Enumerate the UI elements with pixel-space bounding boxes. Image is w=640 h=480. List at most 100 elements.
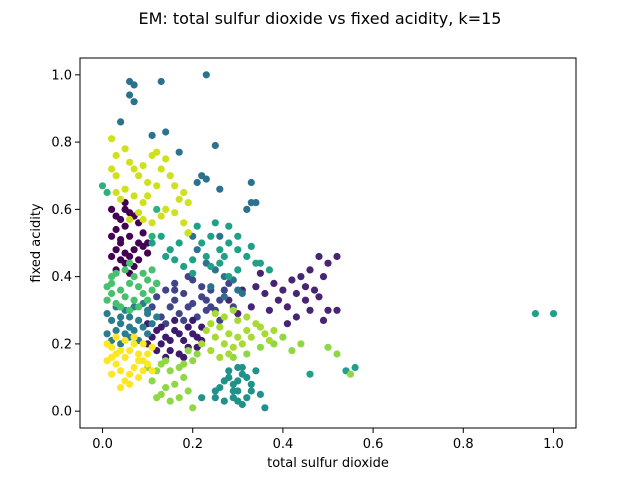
scatter-point — [135, 172, 143, 180]
scatter-point — [184, 229, 192, 237]
scatter-point — [103, 330, 111, 338]
scatter-point — [162, 384, 170, 392]
scatter-point — [139, 162, 147, 170]
scatter-point — [108, 343, 116, 351]
scatter-point — [207, 320, 215, 328]
scatter-point — [184, 387, 192, 395]
scatter-point — [189, 404, 197, 412]
scatter-point — [247, 387, 255, 395]
scatter-point — [243, 350, 251, 358]
scatter-point — [171, 209, 179, 217]
scatter-point — [211, 333, 219, 341]
scatter-point — [144, 192, 152, 200]
scatter-point — [139, 199, 147, 207]
scatter-point — [126, 323, 134, 331]
scatter-point — [117, 195, 125, 203]
scatter-point — [112, 333, 120, 341]
scatter-point — [247, 303, 255, 311]
scatter-point — [225, 373, 233, 382]
scatter-point — [135, 316, 143, 324]
scatter-point — [243, 252, 251, 261]
scatter-point — [351, 363, 359, 372]
scatter-point — [126, 347, 134, 355]
scatter-point — [144, 360, 152, 368]
scatter-point — [175, 195, 183, 203]
y-tick-label: 1.0 — [51, 68, 72, 83]
scatter-point — [139, 289, 147, 298]
scatter-point — [279, 286, 287, 294]
scatter-point — [130, 296, 138, 304]
x-tick-label: 0.4 — [273, 437, 294, 452]
scatter-point — [130, 165, 138, 173]
scatter-point — [292, 313, 300, 321]
scatter-point — [148, 266, 156, 274]
scatter-point — [108, 370, 116, 378]
scatter-point — [234, 246, 242, 254]
scatter-point — [238, 340, 246, 348]
scatter-point — [135, 209, 143, 217]
scatter-point — [103, 310, 111, 318]
scatter-point — [243, 313, 251, 321]
scatter-point — [126, 279, 134, 287]
scatter-point — [234, 333, 242, 341]
scatter-point — [175, 330, 183, 338]
scatter-point — [256, 343, 264, 351]
scatter-point — [279, 333, 287, 341]
scatter-point — [166, 172, 174, 180]
scatter-point — [162, 286, 170, 294]
scatter-point — [333, 350, 341, 358]
scatter-point — [166, 397, 174, 405]
scatter-point — [157, 340, 165, 348]
scatter-point — [171, 286, 179, 294]
scatter-point — [243, 205, 251, 213]
scatter-point — [193, 178, 201, 187]
scatter-point — [153, 205, 161, 213]
scatter-point — [216, 232, 224, 240]
scatter-point — [220, 313, 228, 321]
scatter-point — [153, 148, 161, 156]
scatter-point — [121, 293, 129, 301]
scatter-point — [310, 286, 319, 294]
scatter-point — [175, 239, 183, 247]
scatter-point — [247, 178, 255, 187]
scatter-point — [144, 276, 152, 284]
x-tick-label: 0.2 — [182, 437, 203, 452]
scatter-point — [252, 283, 260, 291]
scatter-point — [202, 71, 210, 79]
scatter-point — [117, 239, 125, 247]
scatter-point — [126, 313, 134, 321]
scatter-point — [297, 340, 305, 348]
scatter-point — [112, 269, 120, 277]
scatter-point — [283, 303, 291, 311]
scatter-point — [292, 289, 300, 298]
scatter-point — [135, 357, 143, 365]
scatter-point — [157, 212, 165, 220]
scatter-point — [117, 118, 125, 126]
scatter-point — [234, 232, 242, 240]
scatter-point — [261, 289, 269, 298]
scatter-point — [184, 303, 192, 311]
scatter-point — [301, 283, 310, 291]
scatter-point — [126, 91, 134, 99]
scatter-point — [166, 367, 174, 375]
scatter-point — [333, 252, 341, 261]
scatter-point — [324, 343, 332, 351]
scatter-point — [171, 380, 179, 388]
scatter-point — [238, 289, 246, 298]
scatter-point — [148, 377, 156, 385]
scatter-point — [126, 215, 134, 224]
scatter-point — [189, 256, 197, 264]
x-tick-label: 0.8 — [453, 437, 474, 452]
scatter-point — [238, 400, 246, 409]
scatter-point — [126, 306, 134, 314]
scatter-point — [171, 279, 179, 287]
scatter-point — [180, 289, 188, 298]
scatter-point — [319, 316, 328, 324]
chart-title: EM: total sulfur dioxide vs fixed acidit… — [139, 9, 502, 28]
scatter-point — [135, 256, 143, 264]
scatter-point — [324, 306, 332, 314]
scatter-point — [153, 279, 161, 287]
scatter-point — [180, 353, 188, 361]
scatter-point — [153, 394, 161, 402]
scatter-point — [162, 155, 170, 163]
